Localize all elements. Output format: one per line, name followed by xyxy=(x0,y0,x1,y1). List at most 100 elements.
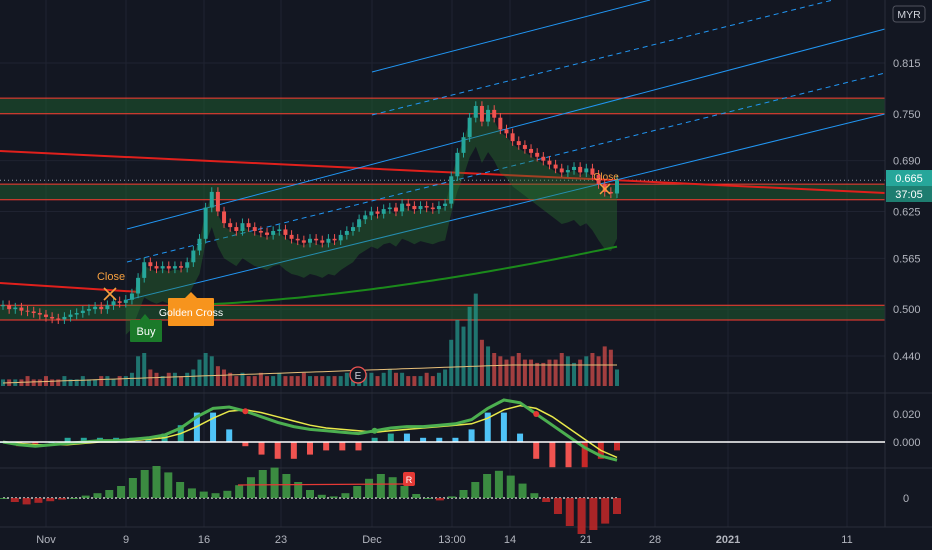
currency-badge[interactable]: MYR xyxy=(892,5,926,23)
macd-histogram-bar xyxy=(614,442,620,451)
macd-histogram-bar xyxy=(533,442,540,459)
candle-body xyxy=(596,174,601,185)
volume-bar xyxy=(80,376,85,386)
candle-body xyxy=(265,232,270,235)
volume-bar xyxy=(277,372,282,386)
volume-bar xyxy=(258,372,263,386)
macd-histogram-bar xyxy=(484,412,491,442)
close-x-icon xyxy=(103,287,117,301)
time-tick-label: Dec xyxy=(362,534,382,546)
volume-bar xyxy=(412,376,417,386)
candle-body xyxy=(424,205,429,208)
macd-cross-dot xyxy=(371,427,378,434)
volume-bar xyxy=(246,376,251,386)
volume-bar xyxy=(516,353,521,386)
earnings-marker[interactable]: E xyxy=(349,366,367,384)
oscillator-bar xyxy=(353,486,362,498)
candle-body xyxy=(565,170,570,173)
candle-body xyxy=(105,305,110,310)
candle-body xyxy=(234,227,239,231)
candle-body xyxy=(172,266,177,269)
golden-cross-marker[interactable]: Golden Cross xyxy=(159,292,223,326)
golden-cross-label: Golden Cross xyxy=(159,307,223,319)
candle-body xyxy=(31,311,36,314)
oscillator-bar xyxy=(518,483,527,498)
macd-histogram-bar xyxy=(323,442,330,451)
oscillator-bar xyxy=(589,498,598,530)
earnings-icon xyxy=(349,366,367,384)
candle-body xyxy=(553,164,558,169)
volume-bar xyxy=(596,356,601,386)
volume-bar xyxy=(50,379,55,386)
macd-histogram-bar xyxy=(403,433,410,442)
volume-bar xyxy=(381,372,386,386)
golden-cross-badge xyxy=(168,298,214,326)
candle-body xyxy=(320,240,325,243)
level-lines xyxy=(0,97,886,321)
revision-badge xyxy=(403,472,415,486)
oscillator-bar xyxy=(341,493,350,498)
candle-body xyxy=(332,238,337,241)
candle-body xyxy=(277,229,282,231)
oscillator-bar xyxy=(494,470,503,498)
sma-long-line xyxy=(174,245,618,307)
volume-bar xyxy=(430,376,435,386)
volume-bar xyxy=(234,376,239,386)
macd-histogram-bar xyxy=(387,433,394,442)
oscillator-bar xyxy=(506,475,515,498)
macd-histogram-bar xyxy=(581,442,588,468)
candle-body xyxy=(80,310,85,314)
volume-bar xyxy=(547,359,552,386)
macd-histogram-bar xyxy=(452,437,459,442)
channel-line-lower[interactable] xyxy=(126,113,886,301)
candle-body xyxy=(7,305,12,310)
oscillator-bar xyxy=(282,474,291,498)
revision-marker[interactable]: R xyxy=(403,472,415,486)
candle-body xyxy=(301,240,306,243)
oscillator-bar xyxy=(530,493,539,498)
oscillator-bar xyxy=(176,482,185,498)
candle-body xyxy=(308,238,312,243)
close-label-right: Close xyxy=(593,172,619,183)
channel-line-top[interactable] xyxy=(371,0,651,73)
close-label-left: Close xyxy=(97,271,125,283)
candle-body xyxy=(430,207,435,210)
price-tick-label: 0.565 xyxy=(893,253,921,265)
price-axis[interactable]: 0.815 0.750 0.690 0.625 0.565 0.500 0.440 0.020… xyxy=(893,58,921,505)
candle-body xyxy=(578,166,583,173)
close-marker-left[interactable]: Close xyxy=(97,271,125,301)
oscillator-bar xyxy=(447,496,456,498)
time-tick-label: 28 xyxy=(649,534,661,546)
candle-body xyxy=(608,191,613,194)
volume-bar xyxy=(283,376,288,386)
oscillator-bar xyxy=(471,482,480,498)
oscillator-panel xyxy=(0,466,621,534)
oscillator-bar xyxy=(388,477,397,498)
macd-histogram-bar xyxy=(500,412,507,442)
time-axis[interactable]: Nov 9 16 23 Dec 13:00 14 21 28 2021 11 xyxy=(36,534,852,546)
trendline-red-upper[interactable] xyxy=(0,150,886,194)
trendline-red-lower[interactable] xyxy=(0,282,141,293)
volume-bar xyxy=(185,372,190,386)
volume-bar xyxy=(320,376,325,386)
oscillator-bar xyxy=(246,477,255,498)
buy-marker[interactable]: Buy xyxy=(130,314,162,342)
close-marker-right[interactable]: Close xyxy=(593,172,619,195)
candle-body xyxy=(13,307,18,310)
channel-line-mid-top[interactable] xyxy=(371,0,885,116)
volume-bar xyxy=(252,376,257,386)
oscillator-bar xyxy=(577,498,586,534)
oscillator-bar xyxy=(152,466,161,498)
candle-body xyxy=(50,316,55,319)
time-tick-label: 14 xyxy=(504,534,516,546)
volume-bar xyxy=(308,376,312,386)
macd-histogram-bar xyxy=(80,437,87,442)
grid xyxy=(0,0,885,527)
macd-histogram-bar xyxy=(226,429,233,442)
buy-label: Buy xyxy=(137,326,156,338)
candle-body xyxy=(393,207,398,212)
candle-body xyxy=(74,313,79,315)
oscillator-bar xyxy=(459,490,468,498)
macd-histogram-bar xyxy=(565,442,572,468)
